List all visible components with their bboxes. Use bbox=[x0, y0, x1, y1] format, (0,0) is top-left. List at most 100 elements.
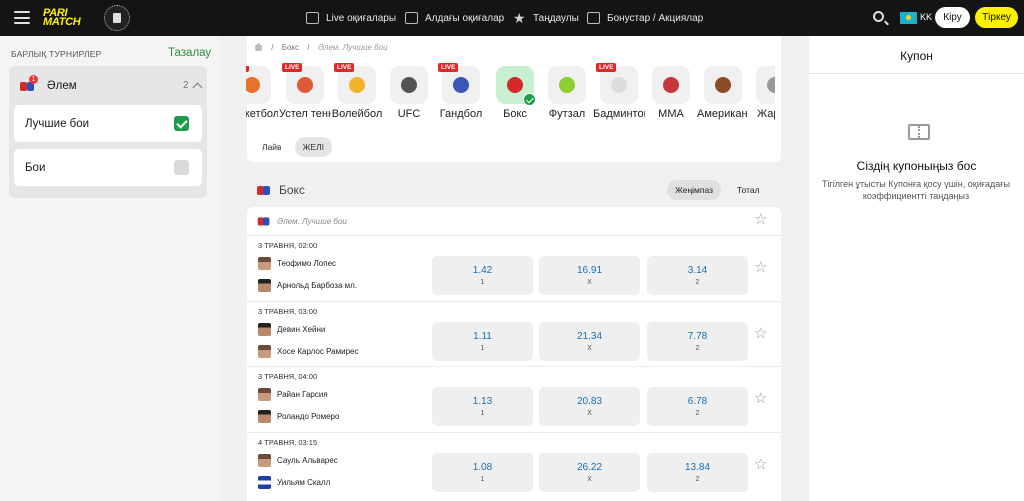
odds-button[interactable]: 21.34 X bbox=[539, 321, 640, 361]
event-date: 3 ТРАВНЯ, 03:00 bbox=[258, 306, 318, 316]
sport-tile: LIVE bbox=[438, 63, 480, 104]
fighter-name: Девин Хейни bbox=[277, 324, 326, 334]
market-total-button[interactable]: Тотал bbox=[737, 185, 760, 195]
favorite-star-icon[interactable]: ☆ bbox=[754, 259, 768, 276]
sport-item[interactable]: MMA bbox=[645, 66, 697, 120]
event-row[interactable]: 4 ТРАВНЯ, 03:15 Сауль Альварес Уильям Скал… bbox=[247, 431, 781, 497]
country-name: Әлем bbox=[47, 80, 77, 92]
fighter-2[interactable]: Арнольд Барбоза мл. bbox=[258, 279, 357, 292]
fighter-1[interactable]: Девин Хейни bbox=[258, 322, 326, 336]
odds-button[interactable]: 16.91 X bbox=[539, 256, 640, 295]
tournament-header: Әлем. Лучшие бои bbox=[257, 215, 347, 227]
country-badge: 1 bbox=[29, 75, 38, 84]
tournament-item-fights[interactable]: Бои bbox=[14, 149, 202, 186]
nav-live[interactable]: Live оқиғалары bbox=[306, 0, 396, 36]
license-badge-icon bbox=[104, 5, 130, 31]
nav-upcoming-label: Алдағы оқиғалар bbox=[425, 12, 505, 24]
sport-tile bbox=[548, 66, 586, 104]
fighter-2[interactable]: Уильям Скалл bbox=[258, 475, 331, 489]
favorite-star-icon[interactable]: ☆ bbox=[754, 211, 768, 228]
country-row-world[interactable]: 1 Әлем 2 bbox=[19, 75, 203, 96]
sport-item[interactable]: LIVE Устел теннис bbox=[279, 63, 331, 120]
clear-filters-link[interactable]: Тазалау bbox=[168, 47, 212, 59]
sport-tile: LIVE bbox=[596, 63, 638, 104]
gift-icon bbox=[587, 12, 600, 24]
odds-value: 16.91 bbox=[576, 265, 603, 276]
sidebar-heading: БАРЛЫҚ ТУРНИРЛЕР bbox=[11, 49, 102, 59]
tournaments-sidebar: БАРЛЫҚ ТУРНИРЛЕР Тазалау 1 Әлем 2 Лучшие… bbox=[0, 36, 219, 501]
coupon-title: Купон bbox=[900, 49, 933, 63]
top-bar: PARI MATCH Live оқиғалары Алдағы оқиғалар… bbox=[0, 0, 1024, 36]
fighter-1[interactable]: Райан Гарсия bbox=[258, 388, 328, 401]
sport-item[interactable]: LIVE Баскетбол bbox=[246, 66, 278, 120]
event-row[interactable]: 3 ТРАВНЯ, 04:00 Райан Гарсия Роландо Ромер… bbox=[247, 366, 781, 431]
odds-outcome: 2 bbox=[695, 279, 700, 286]
event-date: 3 ТРАВНЯ, 02:00 bbox=[258, 241, 318, 250]
home-icon[interactable] bbox=[254, 43, 263, 51]
odds-button[interactable]: 1.11 1 bbox=[432, 321, 533, 361]
live-badge: LIVE bbox=[438, 63, 459, 72]
odds-value: 1.13 bbox=[472, 396, 493, 407]
sport-label: Бокс bbox=[503, 108, 527, 120]
odds-value: 3.14 bbox=[687, 265, 708, 276]
logo[interactable]: PARI MATCH bbox=[43, 7, 81, 28]
odds-value: 21.34 bbox=[576, 330, 603, 342]
live-badge: LIVE bbox=[596, 63, 617, 72]
tab-line[interactable]: ЖЕЛІ bbox=[294, 137, 333, 157]
menu-icon[interactable] bbox=[14, 11, 30, 24]
checkbox-checked[interactable] bbox=[174, 116, 189, 131]
favorite-star-icon[interactable]: ☆ bbox=[754, 324, 768, 342]
nav-upcoming[interactable]: Алдағы оқиғалар bbox=[405, 0, 504, 36]
fighter-avatar bbox=[258, 453, 271, 467]
chevron-up-icon[interactable] bbox=[192, 82, 203, 93]
favorite-star-icon[interactable]: ☆ bbox=[754, 455, 768, 473]
sport-item[interactable]: UFC bbox=[383, 66, 435, 120]
sport-item[interactable]: LIVE Волейбол bbox=[331, 63, 383, 120]
tournament-label: Лучшие бои bbox=[25, 118, 90, 130]
sport-item[interactable]: Бокс bbox=[489, 66, 541, 120]
odds-button[interactable]: 26.22 X bbox=[539, 452, 640, 492]
kazakhstan-flag-icon[interactable] bbox=[900, 12, 917, 24]
tab-live[interactable]: Лайв bbox=[262, 142, 282, 152]
breadcrumb-sport[interactable]: Бокс bbox=[281, 43, 299, 52]
odds-button[interactable]: 7.78 2 bbox=[647, 321, 748, 361]
register-button[interactable]: Тіркеу bbox=[975, 7, 1018, 28]
checkbox-unchecked[interactable] bbox=[174, 160, 189, 175]
sport-item[interactable]: Футзал bbox=[541, 66, 593, 120]
language-code[interactable]: KK bbox=[920, 12, 933, 22]
search-icon[interactable] bbox=[873, 11, 884, 22]
odds-button[interactable]: 1.42 1 bbox=[432, 256, 533, 295]
breadcrumb: / Бокс / Әлем. Лучшие бои bbox=[254, 43, 394, 52]
login-button[interactable]: Кіру bbox=[935, 7, 970, 28]
market-winner-button[interactable]: Жеңімпаз bbox=[667, 180, 722, 200]
sport-item[interactable]: Жарыс bbox=[749, 66, 775, 120]
odds-button[interactable]: 20.83 X bbox=[539, 387, 640, 426]
nav-favorites[interactable]: ★ Таңдаулы bbox=[513, 0, 579, 36]
fighter-1[interactable]: Теофимо Лопес bbox=[258, 257, 336, 270]
odds-button[interactable]: 3.14 2 bbox=[647, 256, 748, 295]
event-row[interactable]: 3 ТРАВНЯ, 02:00 Теофимо Лопес Арнольд Барб… bbox=[247, 235, 781, 300]
fighter-2[interactable]: Хосе Карлос Рамирес bbox=[258, 344, 358, 358]
sport-item[interactable]: LIVE Бадминтон bbox=[593, 63, 645, 120]
sport-label: Американ футбол bbox=[697, 108, 749, 120]
sport-tile bbox=[756, 66, 775, 104]
odds-button[interactable]: 1.13 1 bbox=[432, 387, 533, 426]
sport-tile bbox=[496, 66, 536, 106]
tournament-name: Әлем. Лучшие бои bbox=[277, 216, 347, 226]
fighter-1[interactable]: Сауль Альварес bbox=[258, 453, 338, 467]
odds-button[interactable]: 1.08 1 bbox=[432, 452, 533, 492]
odds-button[interactable]: 13.84 2 bbox=[647, 452, 748, 492]
fighter-avatar bbox=[258, 257, 271, 270]
odds-value: 1.42 bbox=[472, 265, 493, 276]
favorite-star-icon[interactable]: ☆ bbox=[754, 390, 768, 407]
fighter-2[interactable]: Роландо Ромеро bbox=[258, 410, 339, 423]
odds-outcome: X bbox=[587, 410, 592, 417]
sport-item[interactable]: Американ футбол bbox=[697, 66, 749, 120]
nav-bonuses[interactable]: Бонустар / Акциялар bbox=[587, 0, 703, 36]
tournament-item-best-fights[interactable]: Лучшие бои bbox=[14, 105, 202, 142]
odds-button[interactable]: 6.78 2 bbox=[647, 387, 748, 426]
sport-item[interactable]: LIVE Гандбол bbox=[435, 63, 487, 120]
fighter-name: Уильям Скалл bbox=[277, 477, 331, 487]
event-row[interactable]: 3 ТРАВНЯ, 03:00 Девин Хейни Хосе Карлос Ра… bbox=[247, 300, 781, 366]
fighter-avatar bbox=[258, 344, 271, 358]
